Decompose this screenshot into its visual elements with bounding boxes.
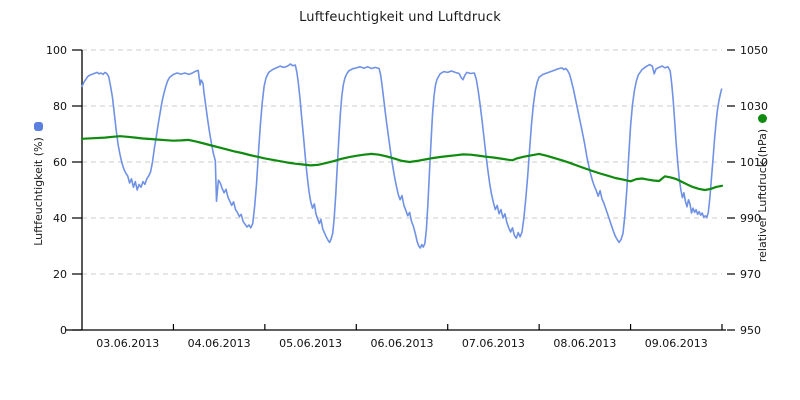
y-left-axis-label: Luftfeuchtigkeit (%) [31, 137, 45, 246]
x-tick-label: 04.06.2013 [188, 337, 251, 350]
y-left-tick-label: 20 [53, 268, 67, 281]
y-left-tick-label: 100 [46, 44, 67, 57]
y-right-tick-label: 1010 [740, 156, 768, 169]
y-right-axis-title: relativer Luftdruck (hPa) [754, 108, 770, 268]
x-tick-label: 03.06.2013 [96, 337, 159, 350]
humidity-legend-dot [33, 122, 43, 132]
y-left-axis-title: Luftfeuchtigkeit (%) [30, 104, 46, 264]
pressure-line [80, 135, 724, 192]
y-right-tick-label: 1030 [740, 100, 768, 113]
x-tick-label: 07.06.2013 [462, 337, 525, 350]
x-tick-label: 06.06.2013 [371, 337, 434, 350]
chart-title: Luftfeuchtigkeit und Luftdruck [299, 10, 501, 25]
humidity-line [81, 63, 723, 249]
pressure-legend-dot [757, 113, 767, 123]
y-right-tick-label: 950 [740, 324, 761, 337]
x-tick-label: 08.06.2013 [553, 337, 616, 350]
y-left-tick-label: 80 [53, 100, 67, 113]
y-left-tick-label: 40 [53, 212, 67, 225]
y-right-tick-label: 1050 [740, 44, 768, 57]
x-tick-label: 05.06.2013 [279, 337, 342, 350]
y-right-tick-label: 970 [740, 268, 761, 281]
y-right-tick-label: 990 [740, 212, 761, 225]
x-tick-label: 09.06.2013 [645, 337, 708, 350]
y-right-axis-label: relativer Luftdruck (hPa) [755, 128, 769, 263]
y-left-tick-label: 0 [60, 324, 67, 337]
y-left-tick-label: 60 [53, 156, 67, 169]
